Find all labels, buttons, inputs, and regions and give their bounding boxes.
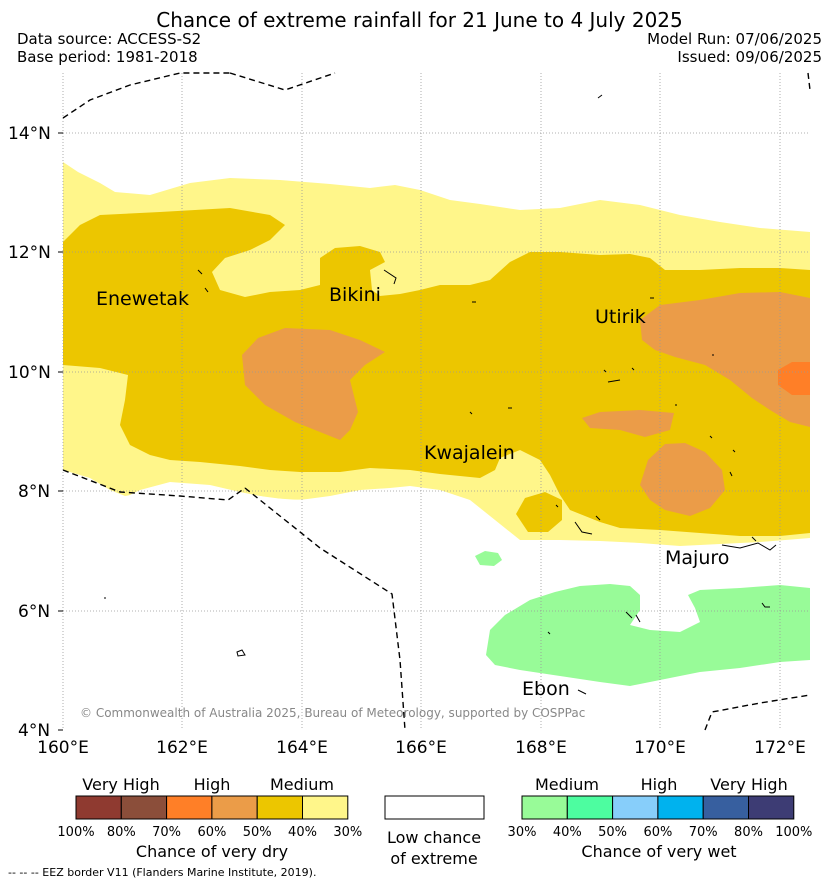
legend-wet-tick-label-1: 40% [553,825,582,840]
legend-dry-tick-label-0: 100% [57,825,94,840]
legend-wet-label: Chance of very wet [581,842,736,861]
place-kwajalein: Kwajalein [424,442,515,464]
lon-label-166e: 166°E [395,738,447,758]
place-ebon: Ebon [522,678,570,700]
lon-label-168e: 168°E [515,738,567,758]
legend-neutral-label-line1: Low chance [387,828,481,847]
legend-dry-tick-label-6: 30% [333,825,362,840]
eez-border [62,72,811,731]
lon-label-170e: 170°E [634,738,686,758]
legend-dry-swatches [75,795,349,820]
legend-dry-swatch-4 [256,795,304,820]
legend-dry-level-very-high: Very High [82,775,159,794]
legend-wet-swatches [521,795,795,820]
legend-dry-tick-label-5: 40% [288,825,317,840]
dry-50-60-patch-south [640,443,725,516]
eez-border-note: -- -- -- EEZ border V11 (Flanders Marine… [8,866,317,879]
legend-neutral-swatch [384,795,485,820]
place-utirik: Utirik [595,306,646,328]
legend-wet-ticks: 30% 40% 50% 60% 70% 80% 100% [508,825,813,840]
legend-wet-swatch-0 [521,795,568,820]
legend-wet-tick-label-0: 30% [508,825,537,840]
legend-wet-swatch-2 [612,795,659,820]
legend-dry-tick-label-1: 80% [107,825,136,840]
legend-wet-tick-label-2: 50% [598,825,627,840]
legend-wet-level-medium: Medium [535,775,599,794]
dry-50-60-patch-west [242,328,385,440]
issued-date: Issued: 09/06/2025 [677,48,822,66]
legend-dry-tick-label-3: 60% [197,825,226,840]
legend-dry-tick-label-2: 70% [152,825,181,840]
legend-wet-tick-label-3: 60% [643,825,672,840]
lat-label-14n: 14°N [8,124,51,144]
lat-label-10n: 10°N [8,363,51,383]
map-plot-area [63,162,810,686]
wet-30-40-blob [475,551,502,566]
map-title: Chance of extreme rainfall for 21 June t… [156,8,683,32]
legend-dry-swatch-5 [302,795,349,820]
legend-wet-level-high: High [641,775,678,794]
lon-label-172e: 172°E [754,738,806,758]
dry-50-60-patch-east [640,292,810,427]
lon-label-164e: 164°E [276,738,328,758]
legend-wet-tick-label-6: 100% [775,825,812,840]
legend-dry-tick-label-4: 50% [243,825,272,840]
lon-label-160e: 160°E [37,738,89,758]
lon-label-162e: 162°E [156,738,208,758]
axis-ticks [58,132,63,731]
legend-dry-swatch-3 [211,795,258,820]
legend-dry-swatch-1 [120,795,168,820]
wet-30-40-region [486,584,810,686]
legend-neutral: Low chance of extreme [384,795,485,868]
legend-dry-swatch-0 [75,795,122,820]
legend-wet-tick-label-4: 70% [689,825,718,840]
legend-wet-swatch-5 [748,795,795,820]
legend-wet-swatch-1 [566,795,614,820]
legend-neutral-label-line2: of extreme [390,849,477,868]
model-run: Model Run: 07/06/2025 [647,30,822,48]
legend-wet-level-very-high: Very High [710,775,787,794]
place-enewetak: Enewetak [96,288,189,310]
legend-dry-label: Chance of very dry [136,842,288,861]
place-bikini: Bikini [329,284,381,306]
legend-dry-level-medium: Medium [270,775,334,794]
dry-40-50-blob [516,492,562,532]
data-source: Data source: ACCESS-S2 [17,30,202,48]
island-marks [104,94,777,695]
lat-label-12n: 12°N [8,243,51,263]
lat-label-4n: 4°N [18,721,50,741]
legend-wet-swatch-3 [657,795,704,820]
legend-wet-tick-label-5: 80% [734,825,763,840]
legend-dry-swatch-2 [166,795,213,820]
copyright-notice: © Commonwealth of Australia 2025, Bureau… [80,706,585,720]
legend-dry-level-high: High [194,775,231,794]
lat-label-8n: 8°N [18,482,50,502]
place-majuro: Majuro [665,547,729,569]
low-chance-gap [63,470,810,560]
base-period: Base period: 1981-2018 [17,48,198,66]
legend-wet-swatch-4 [702,795,750,820]
lat-label-6n: 6°N [18,602,50,622]
legend-dry: Very High High Medium 100% 80% 70% 60% 50% 40… [57,775,362,861]
legend-dry-ticks: 100% 80% 70% 60% 50% 40% 30% [57,825,362,840]
dry-50-60-patch-center [582,410,674,437]
dry-60-70-patch [778,362,810,395]
legend-wet: Medium High Very High 30% 40% 50% 60% 70% 80%… [508,775,813,861]
dry-40-50-region [63,208,810,536]
